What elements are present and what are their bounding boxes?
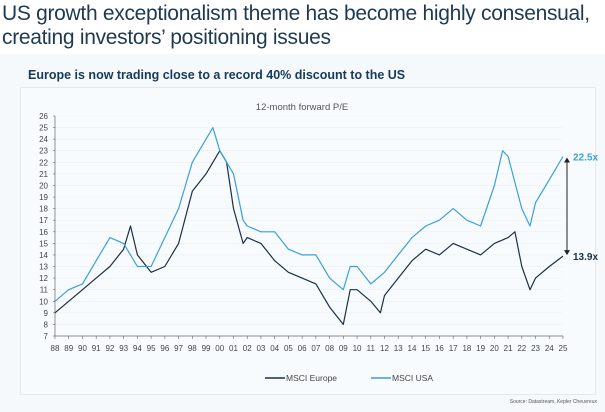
y-tick-label: 15 (39, 239, 48, 248)
x-tick-label: 05 (284, 344, 293, 353)
x-tick-label: 09 (339, 344, 348, 353)
y-tick-label: 9 (44, 309, 49, 318)
y-tick-label: 12 (39, 274, 48, 283)
x-tick-label: 97 (174, 344, 183, 353)
series-line-msci-europe (54, 150, 564, 325)
x-tick-label: 93 (119, 344, 128, 353)
y-tick-label: 25 (39, 124, 48, 133)
y-tick-label: 7 (44, 332, 49, 341)
annotation-label: 22.5x (573, 153, 598, 164)
x-tick-label: 20 (490, 344, 499, 353)
x-tick-label: 95 (147, 344, 156, 353)
x-tick-label: 88 (51, 344, 60, 353)
gap-arrow-head-down (564, 250, 570, 256)
x-tick-label: 99 (202, 344, 211, 353)
x-tick-label: 21 (504, 344, 513, 353)
x-tick-label: 24 (545, 344, 554, 353)
y-tick-label: 14 (39, 251, 48, 260)
x-tick-label: 92 (105, 344, 114, 353)
y-tick-label: 22 (39, 158, 48, 167)
x-tick-label: 89 (64, 344, 73, 353)
x-tick-label: 91 (92, 344, 101, 353)
gap-arrow-head-up (564, 157, 570, 163)
annotation-label: 13.9x (573, 252, 598, 263)
y-tick-label: 19 (39, 193, 48, 202)
x-tick-label: 13 (394, 344, 403, 353)
x-tick-label: 01 (229, 344, 238, 353)
x-tick-label: 15 (421, 344, 430, 353)
x-tick-label: 22 (517, 344, 526, 353)
series-line-msci-usa (54, 127, 564, 302)
y-tick-label: 18 (39, 205, 48, 214)
x-tick-label: 17 (449, 344, 458, 353)
y-tick-label: 21 (39, 170, 48, 179)
x-tick-label: 14 (408, 344, 417, 353)
x-tick-label: 12 (380, 344, 389, 353)
x-tick-label: 96 (160, 344, 169, 353)
x-tick-label: 08 (325, 344, 334, 353)
source-note: Source: Datastream, Kepler Cheuvreux (509, 399, 597, 405)
x-tick-label: 03 (256, 344, 265, 353)
y-tick-label: 20 (39, 181, 48, 190)
x-tick-label: 06 (298, 344, 307, 353)
x-tick-label: 04 (270, 344, 279, 353)
headline: US growth exceptionalism theme has becom… (2, 2, 590, 49)
y-tick-label: 26 (39, 112, 48, 121)
x-tick-label: 18 (462, 344, 471, 353)
legend-label: MSCI USA (392, 373, 433, 383)
chart-subtitle: 12-month forward P/E (256, 102, 348, 113)
y-tick-label: 11 (40, 286, 49, 295)
x-tick-label: 02 (243, 344, 252, 353)
y-tick-label: 17 (39, 216, 48, 225)
x-tick-label: 98 (188, 344, 197, 353)
y-tick-label: 16 (39, 228, 48, 237)
x-tick-label: 10 (353, 344, 362, 353)
x-tick-label: 19 (476, 344, 485, 353)
y-tick-label: 10 (39, 297, 48, 306)
chart-title: Europe is now trading close to a record … (28, 68, 406, 82)
y-tick-label: 23 (39, 147, 48, 156)
x-tick-label: 00 (215, 344, 224, 353)
x-tick-label: 07 (311, 344, 320, 353)
x-tick-label: 23 (531, 344, 540, 353)
y-tick-label: 13 (39, 263, 48, 272)
x-tick-label: 16 (435, 344, 444, 353)
y-tick-label: 8 (44, 320, 49, 329)
x-tick-label: 25 (559, 344, 568, 353)
legend-label: MSCI Europe (286, 373, 337, 383)
y-tick-label: 24 (39, 135, 48, 144)
x-tick-label: 90 (78, 344, 87, 353)
x-tick-label: 94 (133, 344, 142, 353)
x-tick-label: 11 (367, 344, 376, 353)
